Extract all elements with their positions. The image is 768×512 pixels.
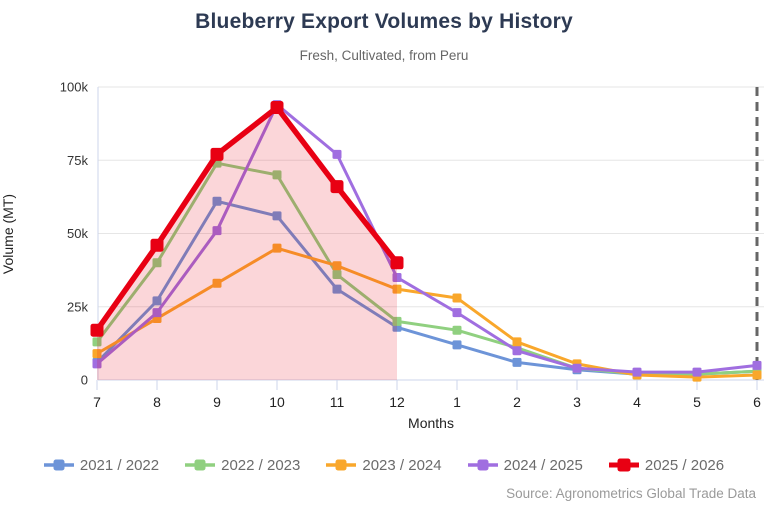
series-marker-2023/2024[interactable]	[272, 243, 282, 253]
x-axis-title: Months	[408, 415, 454, 431]
series-marker-2023/2024[interactable]	[212, 278, 222, 288]
series-marker-2025/2026[interactable]	[150, 238, 164, 252]
x-tick-label: 12	[389, 394, 405, 410]
series-marker-2021/2022[interactable]	[332, 284, 342, 294]
legend-item-2025/2026[interactable]: 2025 / 2026	[608, 456, 725, 474]
x-tick-label: 7	[93, 394, 101, 410]
source-note: Source: Agronometrics Global Trade Data	[506, 486, 756, 501]
series-marker-2023/2024[interactable]	[752, 370, 762, 380]
x-tick-label: 9	[213, 394, 221, 410]
series-marker-2025/2026[interactable]	[330, 180, 344, 194]
series-line-2024/2025[interactable]	[95, 103, 759, 374]
legend-marker-icon	[185, 459, 216, 471]
series-marker-2023/2024[interactable]	[332, 261, 342, 271]
series-marker-2022/2023[interactable]	[332, 270, 342, 280]
series-marker-2025/2026[interactable]	[390, 256, 404, 270]
area-fill-2025/2026	[97, 107, 397, 380]
series-marker-2021/2022[interactable]	[152, 296, 162, 306]
series-marker-2024/2025[interactable]	[212, 226, 222, 236]
series-marker-2024/2025[interactable]	[572, 363, 582, 373]
y-tick-label: 0	[81, 373, 88, 388]
series-marker-2024/2025[interactable]	[392, 272, 402, 282]
series-marker-2025/2026[interactable]	[90, 323, 104, 337]
x-tick-label: 6	[753, 394, 761, 410]
x-tick-label: 8	[153, 394, 161, 410]
series-marker-2022/2023[interactable]	[272, 170, 282, 180]
y-tick-label: 25k	[67, 299, 88, 314]
series-marker-2024/2025[interactable]	[92, 359, 102, 369]
x-tick-label: 11	[330, 394, 345, 410]
x-tick-label: 5	[693, 394, 701, 410]
x-tick-label: 2	[513, 394, 521, 410]
series-marker-2024/2025[interactable]	[692, 367, 702, 377]
legend-item-label: 2022 / 2023	[221, 456, 301, 474]
series-marker-2022/2023[interactable]	[92, 337, 102, 347]
chart-subtitle: Fresh, Cultivated, from Peru	[299, 48, 469, 63]
series-marker-2023/2024[interactable]	[92, 349, 102, 359]
series-marker-2021/2022[interactable]	[512, 357, 522, 367]
legend-marker-icon	[467, 459, 498, 471]
series-marker-2021/2022[interactable]	[212, 196, 222, 206]
legend-item-2024/2025[interactable]: 2024 / 2025	[467, 456, 583, 474]
y-tick-label: 50k	[67, 226, 88, 241]
series-line-2025/2026[interactable]	[94, 104, 400, 333]
legend-item-label: 2021 / 2022	[79, 456, 160, 474]
series-marker-2022/2023[interactable]	[452, 325, 462, 335]
series-marker-2025/2026[interactable]	[210, 147, 224, 161]
series-marker-2022/2023[interactable]	[392, 316, 402, 326]
series-marker-2021/2022[interactable]	[272, 211, 282, 221]
x-tick-label: 10	[269, 394, 285, 410]
x-tick-label: 1	[453, 394, 461, 410]
chart-legend: 2021 / 2022 2022 / 2023 2023 / 2024 2024 / …	[0, 456, 768, 474]
y-tick-label: 75k	[67, 153, 88, 168]
series-marker-2024/2025[interactable]	[752, 360, 762, 370]
legend-item-label: 2025 / 2026	[644, 456, 725, 474]
y-tick-label: 100k	[60, 80, 89, 95]
series-marker-2023/2024[interactable]	[512, 337, 522, 347]
x-tick-label: 3	[573, 394, 581, 410]
legend-item-label: 2024 / 2025	[503, 456, 583, 474]
x-tick-label: 4	[633, 394, 641, 410]
series-marker-2025/2026[interactable]	[270, 101, 284, 115]
legend-marker-icon	[43, 459, 74, 471]
legend-item-2022/2023[interactable]: 2022 / 2023	[185, 456, 300, 474]
chart-title: Blueberry Export Volumes by History	[195, 10, 573, 33]
series-marker-2024/2025[interactable]	[332, 149, 342, 159]
legend-item-label: 2023 / 2024	[362, 456, 442, 474]
series-marker-2022/2023[interactable]	[152, 258, 162, 268]
legend-item-2023/2024[interactable]: 2023 / 2024	[326, 456, 442, 474]
legend-marker-icon	[608, 458, 639, 472]
series-marker-2024/2025[interactable]	[512, 346, 522, 356]
series-marker-2023/2024[interactable]	[452, 293, 462, 303]
series-marker-2021/2022[interactable]	[452, 340, 462, 350]
series-marker-2024/2025[interactable]	[452, 308, 462, 318]
legend-item-2021/2022[interactable]: 2021 / 2022	[43, 456, 160, 474]
series-marker-2024/2025[interactable]	[152, 308, 162, 318]
series-marker-2023/2024[interactable]	[392, 284, 402, 294]
legend-marker-icon	[326, 459, 357, 471]
series-marker-2024/2025[interactable]	[632, 367, 642, 377]
